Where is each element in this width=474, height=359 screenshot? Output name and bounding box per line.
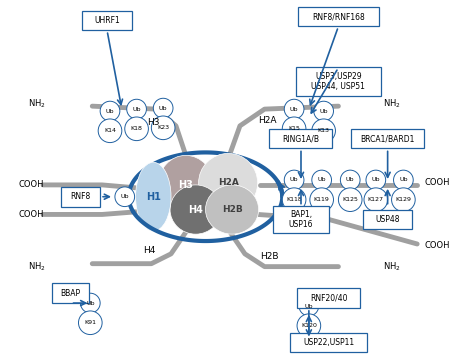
Circle shape: [393, 170, 413, 190]
Text: H2A: H2A: [218, 178, 238, 187]
Circle shape: [310, 188, 334, 211]
Text: Ub: Ub: [346, 177, 355, 182]
Text: NH$_2$: NH$_2$: [383, 98, 400, 111]
Circle shape: [392, 188, 415, 211]
Text: Ub: Ub: [132, 107, 141, 112]
Text: COOH: COOH: [424, 178, 449, 187]
Text: Ub: Ub: [372, 177, 380, 182]
FancyBboxPatch shape: [273, 206, 329, 233]
Circle shape: [79, 311, 102, 335]
Circle shape: [340, 170, 360, 190]
Circle shape: [314, 101, 334, 121]
Text: H3: H3: [147, 118, 160, 127]
Text: NH$_2$: NH$_2$: [28, 98, 46, 111]
Text: H1: H1: [146, 192, 161, 202]
Text: UHRF1: UHRF1: [94, 16, 120, 25]
Text: Ub: Ub: [106, 108, 114, 113]
Text: K119: K119: [314, 197, 329, 202]
Text: H2B: H2B: [222, 205, 243, 214]
Circle shape: [284, 170, 304, 190]
Text: H2B: H2B: [260, 252, 279, 261]
Circle shape: [299, 296, 319, 316]
Text: K125: K125: [342, 197, 358, 202]
Text: H2A: H2A: [258, 116, 277, 125]
Circle shape: [98, 119, 122, 143]
Text: H3: H3: [178, 180, 193, 190]
Text: USP48: USP48: [375, 215, 400, 224]
Text: Ub: Ub: [399, 177, 408, 182]
Ellipse shape: [170, 185, 221, 234]
Circle shape: [100, 101, 120, 121]
Text: USP22,USP11: USP22,USP11: [303, 338, 354, 347]
Text: Ub: Ub: [86, 300, 94, 306]
FancyBboxPatch shape: [82, 11, 132, 31]
Circle shape: [125, 117, 148, 141]
FancyBboxPatch shape: [61, 187, 100, 206]
Text: Ub: Ub: [290, 107, 298, 112]
Circle shape: [283, 117, 306, 141]
Text: K118: K118: [286, 197, 302, 202]
Circle shape: [364, 188, 388, 211]
FancyBboxPatch shape: [52, 283, 89, 303]
Ellipse shape: [136, 162, 171, 231]
Circle shape: [151, 116, 175, 140]
FancyBboxPatch shape: [297, 288, 360, 308]
Text: BAP1,
USP16: BAP1, USP16: [289, 210, 313, 229]
Text: K14: K14: [104, 128, 116, 133]
Text: COOH: COOH: [18, 181, 44, 190]
Text: RING1A/B: RING1A/B: [283, 134, 319, 143]
Text: NH$_2$: NH$_2$: [28, 260, 46, 273]
Text: Ub: Ub: [318, 177, 326, 182]
Text: H4: H4: [143, 246, 155, 255]
Circle shape: [312, 170, 331, 190]
Circle shape: [115, 187, 135, 206]
Text: RNF8: RNF8: [70, 192, 91, 201]
Ellipse shape: [199, 153, 258, 213]
Text: Ub: Ub: [120, 194, 129, 199]
Text: K129: K129: [395, 197, 411, 202]
Text: RNF8/RNF168: RNF8/RNF168: [312, 12, 365, 21]
Text: Ub: Ub: [319, 108, 328, 113]
FancyBboxPatch shape: [351, 129, 424, 149]
Text: Ub: Ub: [290, 177, 298, 182]
Circle shape: [127, 99, 146, 119]
Text: USP3,USP29
USP44, USP51: USP3,USP29 USP44, USP51: [311, 72, 365, 91]
FancyBboxPatch shape: [363, 210, 412, 229]
Text: Ub: Ub: [159, 106, 167, 111]
Text: K127: K127: [368, 197, 384, 202]
Text: COOH: COOH: [18, 210, 44, 219]
FancyBboxPatch shape: [298, 7, 379, 27]
Text: K15: K15: [288, 126, 300, 131]
Circle shape: [284, 99, 304, 119]
Text: COOH: COOH: [424, 242, 449, 251]
Circle shape: [338, 188, 362, 211]
Ellipse shape: [158, 155, 213, 214]
Text: K120: K120: [301, 323, 317, 328]
Text: K23: K23: [157, 125, 169, 130]
Text: H4: H4: [188, 205, 203, 215]
Text: K18: K18: [131, 126, 143, 131]
Circle shape: [81, 293, 100, 313]
Text: RNF20/40: RNF20/40: [310, 294, 347, 303]
Text: K91: K91: [84, 320, 96, 325]
Text: K13: K13: [318, 128, 329, 133]
Circle shape: [366, 170, 386, 190]
FancyBboxPatch shape: [270, 129, 332, 149]
Circle shape: [283, 188, 306, 211]
Circle shape: [312, 119, 336, 143]
Text: NH$_2$: NH$_2$: [383, 260, 400, 273]
Circle shape: [153, 98, 173, 118]
Text: Ub: Ub: [305, 303, 313, 308]
Ellipse shape: [206, 185, 259, 234]
FancyBboxPatch shape: [296, 67, 381, 96]
Circle shape: [297, 314, 321, 337]
Text: BRCA1/BARD1: BRCA1/BARD1: [360, 134, 415, 143]
FancyBboxPatch shape: [290, 332, 367, 352]
Text: BBAP: BBAP: [61, 289, 81, 298]
